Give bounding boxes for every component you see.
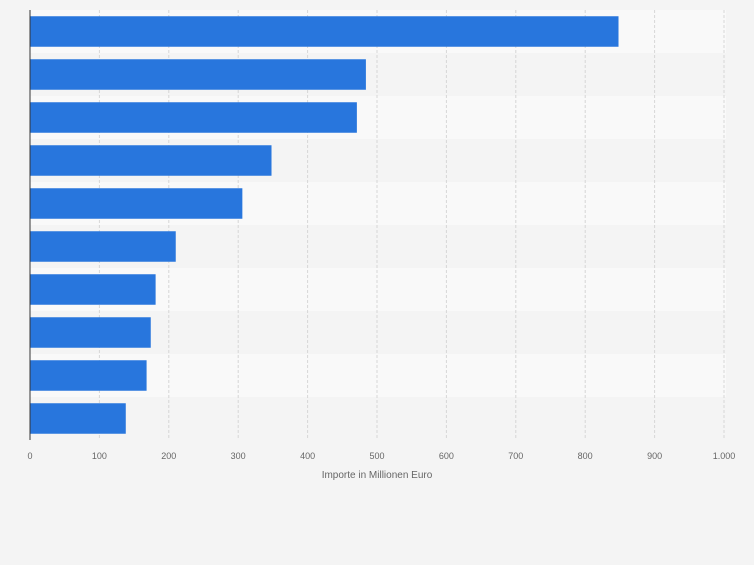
x-tick-label: 100	[92, 451, 107, 461]
x-tick-label: 600	[439, 451, 454, 461]
bar[interactable]	[30, 274, 156, 305]
x-tick-label: 0	[27, 451, 32, 461]
x-axis-ticks: 0 100 200 300 400 500 600 700 800 900 1.000	[27, 451, 735, 461]
x-tick-label: 300	[231, 451, 246, 461]
bar[interactable]	[30, 360, 147, 391]
x-tick-label: 400	[300, 451, 315, 461]
x-tick-label: 1.000	[713, 451, 736, 461]
bar[interactable]	[30, 317, 151, 348]
x-axis-label: Importe in Millionen Euro	[322, 470, 433, 481]
bar[interactable]	[30, 231, 176, 262]
bar[interactable]	[30, 102, 357, 133]
bar[interactable]	[30, 145, 272, 176]
bar[interactable]	[30, 59, 366, 90]
bar[interactable]	[30, 16, 619, 47]
bar[interactable]	[30, 403, 126, 434]
x-tick-label: 800	[578, 451, 593, 461]
x-tick-label: 500	[369, 451, 384, 461]
x-tick-label: 900	[647, 451, 662, 461]
bars	[30, 16, 619, 434]
x-tick-label: 200	[161, 451, 176, 461]
x-tick-label: 700	[508, 451, 523, 461]
row-band	[30, 397, 726, 440]
bar[interactable]	[30, 188, 243, 219]
